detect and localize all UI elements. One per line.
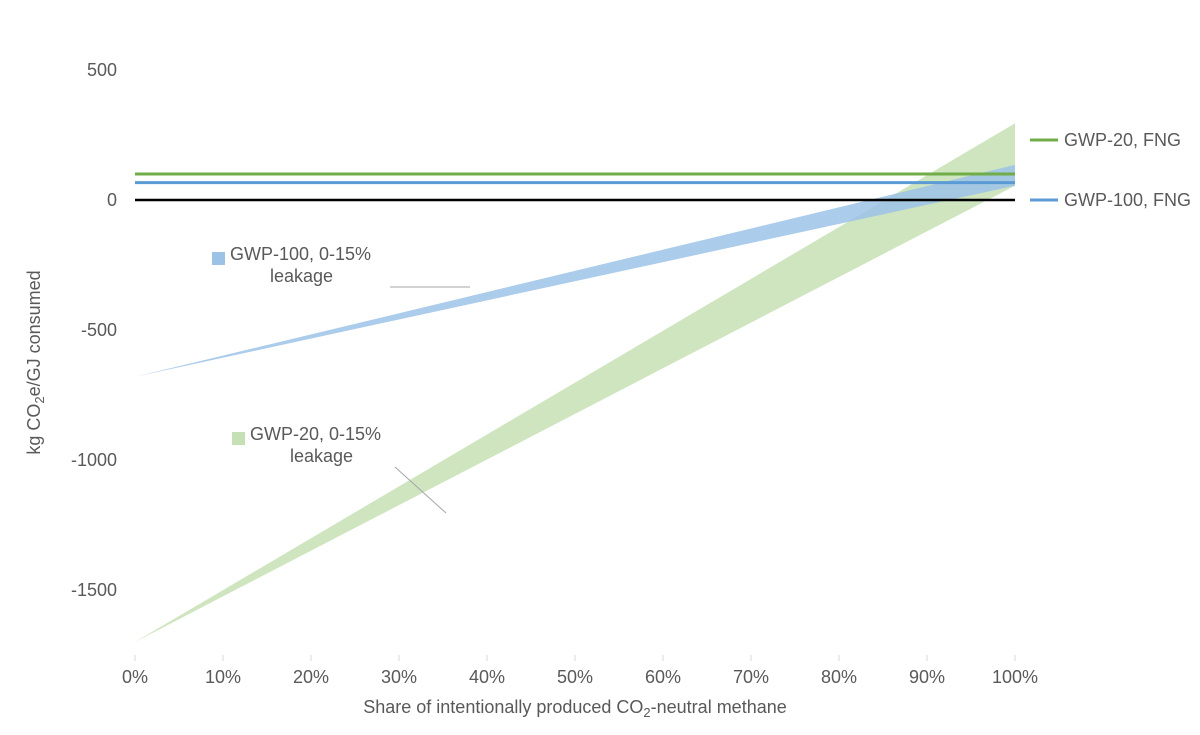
x-tick-label: 80%: [821, 667, 857, 687]
y-tick-label: -1000: [71, 450, 117, 470]
y-tick-label: -500: [81, 320, 117, 340]
annotation-label-line2: leakage: [270, 266, 333, 286]
x-tick-label: 50%: [557, 667, 593, 687]
legend-label: GWP-20, FNG: [1064, 130, 1181, 150]
annotation-label-line2: leakage: [290, 446, 353, 466]
x-tick-label: 100%: [992, 667, 1038, 687]
x-axis-title: Share of intentionally produced CO2-neut…: [363, 697, 787, 720]
x-tick-label: 10%: [205, 667, 241, 687]
annotation-label: GWP-20, 0-15%: [250, 424, 381, 444]
x-tick-label: 30%: [381, 667, 417, 687]
x-tick-label: 0%: [122, 667, 148, 687]
legend-label: GWP-100, FNG: [1064, 190, 1191, 210]
y-tick-label: -1500: [71, 580, 117, 600]
chart-bg: [0, 0, 1200, 735]
annotation-swatch: [232, 432, 245, 445]
chart-container: 0% 10% 20% 30% 40% 50% 60% 70% 80% 90% 100% 500 0 -50…: [0, 0, 1200, 735]
y-tick-label: 500: [87, 60, 117, 80]
annotation-swatch: [212, 252, 225, 265]
y-tick-label: 0: [107, 190, 117, 210]
x-tick-label: 60%: [645, 667, 681, 687]
chart-svg: 0% 10% 20% 30% 40% 50% 60% 70% 80% 90% 100% 500 0 -50…: [0, 0, 1200, 735]
y-axis-title: kg CO2e/GJ consumed: [24, 270, 47, 454]
x-tick-label: 40%: [469, 667, 505, 687]
x-tick-label: 20%: [293, 667, 329, 687]
x-tick-label: 90%: [909, 667, 945, 687]
annotation-label: GWP-100, 0-15%: [230, 244, 371, 264]
x-tick-label: 70%: [733, 667, 769, 687]
